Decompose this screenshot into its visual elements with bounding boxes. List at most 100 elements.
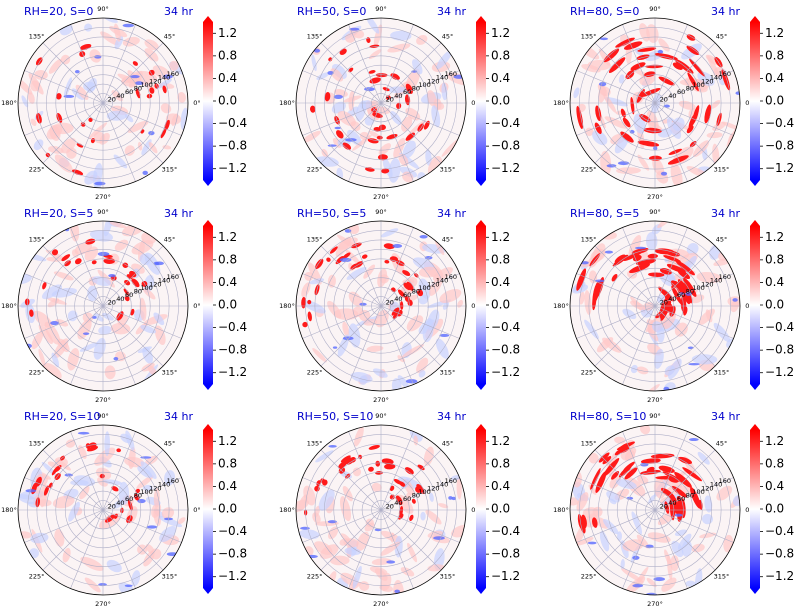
- ring-gridline: [607, 258, 703, 354]
- angle-tick-label: 45°: [442, 33, 454, 41]
- radial-gridline: [320, 42, 382, 104]
- field-patch: [137, 544, 148, 555]
- ring-gridline: [352, 481, 410, 539]
- angle-tick-label: 270°: [647, 193, 663, 201]
- field-spot-negative: [83, 332, 90, 335]
- radius-tick-label: 120: [149, 280, 161, 288]
- radial-gridline: [654, 477, 734, 511]
- radial-gridline: [380, 102, 460, 136]
- field-spot: [326, 257, 331, 262]
- field-spot: [416, 289, 424, 297]
- field-spot: [80, 122, 86, 127]
- field-patch: [636, 366, 649, 375]
- radius-tick-label: 100: [140, 284, 152, 292]
- field-spot-negative: [124, 584, 133, 588]
- colorbar-tick-label: 0.0: [765, 298, 784, 312]
- field-patch: [102, 312, 114, 321]
- field-spot: [122, 262, 129, 268]
- field-patch: [113, 499, 123, 509]
- radial-gridline: [654, 431, 688, 511]
- field-spot: [64, 260, 71, 267]
- panel-title: RH=80, S=5: [570, 207, 639, 220]
- radius-tick-label: 120: [149, 484, 161, 492]
- field-spot: [381, 168, 390, 174]
- colorbar-max-arrow: [476, 220, 486, 226]
- field-spot-negative: [424, 256, 433, 260]
- colorbar-tick-label: −1.2: [218, 569, 247, 583]
- radial-gridline: [348, 305, 382, 385]
- radius-tick-label: 120: [427, 280, 439, 288]
- panel-title: RH=20, S=10: [24, 410, 100, 423]
- colorbar-tick-label: −1.2: [491, 161, 520, 175]
- field-patch: [359, 375, 368, 385]
- ring-gridline: [579, 434, 731, 586]
- field-spot: [671, 495, 678, 505]
- radial-gridline: [102, 477, 182, 511]
- angle-tick-label: 90°: [97, 208, 109, 216]
- radius-tick-label: 40: [116, 499, 124, 507]
- panel-time-label: 34 hr: [711, 5, 740, 18]
- field-spot: [686, 34, 696, 41]
- field-spot: [86, 445, 99, 452]
- angle-tick-label: 90°: [375, 208, 387, 216]
- field-spot-negative: [674, 513, 683, 517]
- radius-tick-label: 160: [167, 273, 179, 281]
- field-spot: [384, 259, 390, 264]
- ring-gridline: [588, 443, 722, 577]
- field-spot: [611, 273, 618, 282]
- field-spot: [79, 43, 92, 50]
- field-patch: [576, 537, 594, 546]
- radius-tick-label: 60: [125, 495, 133, 503]
- ring-gridline: [36, 36, 170, 170]
- radius-tick-label: 20: [660, 95, 668, 103]
- panel-time-label: 34 hr: [437, 207, 466, 220]
- field-patch: [732, 495, 740, 507]
- field-spot: [603, 48, 620, 63]
- radius-tick-label: 40: [668, 92, 676, 100]
- angle-tick-label: 225°: [307, 165, 323, 173]
- field-patch: [329, 555, 350, 566]
- field-spot: [689, 58, 706, 77]
- field-spot: [647, 253, 658, 259]
- field-patch: [352, 134, 372, 151]
- field-spot: [384, 463, 396, 470]
- field-patch: [337, 237, 358, 250]
- field-patch: [438, 503, 449, 509]
- radial-gridline: [320, 245, 382, 307]
- field-patch: [672, 117, 685, 131]
- field-spot: [678, 456, 693, 465]
- field-patch: [153, 312, 165, 326]
- field-spot: [416, 483, 425, 494]
- field-patch: [60, 54, 71, 65]
- radius-tick-label: 100: [418, 81, 430, 89]
- field-spot-negative: [688, 438, 699, 442]
- field-spot-negative: [137, 499, 146, 504]
- radius-tick-label: 80: [686, 85, 694, 93]
- field-spot: [329, 246, 338, 254]
- radius-tick-label: 20: [660, 502, 668, 510]
- colorbar-tick-label: 0.8: [218, 48, 237, 62]
- radius-tick-label: 100: [140, 81, 152, 89]
- panel-time-label: 34 hr: [164, 5, 193, 18]
- field-patch: [54, 154, 73, 173]
- field-patch: [41, 284, 63, 300]
- field-patch: [618, 74, 625, 84]
- field-patch: [103, 18, 118, 23]
- radial-gridline: [24, 305, 104, 339]
- radial-gridline: [380, 509, 442, 571]
- field-spot: [389, 485, 395, 492]
- colorbar-tick-label: 0.0: [491, 298, 510, 312]
- field-spot: [658, 465, 675, 473]
- angle-tick-label: 225°: [29, 572, 45, 580]
- angle-tick-label: 270°: [373, 193, 389, 201]
- field-spot: [643, 127, 662, 134]
- field-patch: [114, 239, 129, 251]
- field-spot-negative: [74, 70, 80, 74]
- ring-gridline: [27, 27, 179, 179]
- field-patch: [30, 118, 37, 126]
- field-spot: [618, 464, 633, 478]
- panel-time-label: 34 hr: [437, 410, 466, 423]
- field-patch: [339, 496, 352, 522]
- field-patch: [153, 507, 161, 526]
